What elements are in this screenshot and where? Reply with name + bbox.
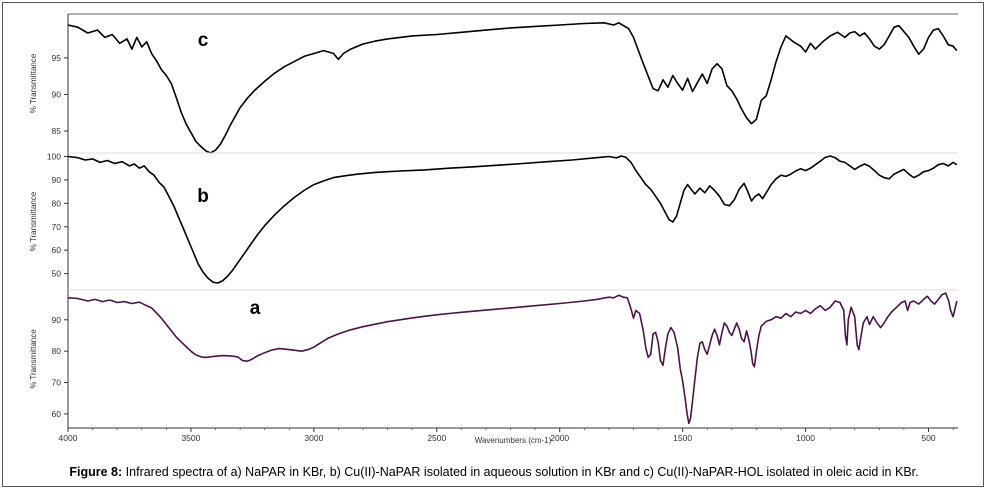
panel-label-c: c: [198, 30, 209, 51]
figure-frame: [2, 2, 984, 487]
x-axis-label: Wavenumbers (cm-1): [475, 436, 552, 445]
figure-caption: Figure 8: Infrared spectra of a) NaPAR i…: [0, 465, 988, 479]
panel-c-y-tick-label: 95: [52, 53, 62, 63]
panel-c-y-tick-label: 90: [52, 89, 62, 99]
x-tick-label: 2000: [550, 433, 569, 443]
panel-a-y-tick-label: 90: [52, 315, 62, 325]
figure-caption-label: Figure 8:: [69, 465, 123, 479]
x-tick-label: 3500: [181, 433, 200, 443]
x-tick-label: 2500: [427, 433, 446, 443]
spectrum-line-b: [67, 155, 958, 284]
panel-b-y-tick-label: 100: [47, 152, 61, 162]
spectrum-line-c: [67, 22, 958, 154]
panel-label-b: b: [197, 186, 209, 207]
x-tick-label: 500: [921, 433, 935, 443]
x-tick-label: 1500: [673, 433, 692, 443]
x-axis: 4000 3500 3000 2500 2000 1500 1000 500 Wavenumbe…: [59, 427, 958, 445]
x-tick-label: 4000: [59, 433, 78, 443]
chart-panels: 85 90 95 % Transmittance c 50 60 70 80 90 100 % Tra…: [29, 13, 958, 428]
panel-b: 50 60 70 80 90 100 % Transmittance b: [29, 152, 958, 290]
panel-b-y-tick-label: 70: [52, 222, 62, 232]
panel-b-y-axis-label: % Transmittance: [29, 191, 38, 251]
spectrum-line-a: [67, 292, 958, 425]
x-tick-label: 1000: [796, 433, 815, 443]
x-tick-label: 3000: [304, 433, 323, 443]
panel-b-y-tick-label: 80: [52, 198, 62, 208]
panel-b-y-tick-label: 60: [52, 245, 62, 255]
panel-b-y-tick-label: 90: [52, 175, 62, 185]
panel-a-y-tick-label: 80: [52, 346, 62, 356]
panel-label-a: a: [250, 298, 261, 319]
panel-b-y-tick-label: 50: [52, 269, 62, 279]
panel-a-y-tick-label: 60: [52, 409, 62, 419]
figure-caption-text: Infrared spectra of a) NaPAR in KBr, b) …: [125, 465, 919, 479]
panel-a: 60 70 80 90 % Transmittance a: [29, 289, 958, 428]
panel-a-y-axis-label: % Transmittance: [29, 329, 38, 389]
panel-a-y-tick-label: 70: [52, 378, 62, 388]
panel-c: 85 90 95 % Transmittance c: [29, 13, 958, 154]
panel-c-y-axis-label: % Transmittance: [29, 53, 38, 113]
panel-c-y-tick-label: 85: [52, 126, 62, 136]
